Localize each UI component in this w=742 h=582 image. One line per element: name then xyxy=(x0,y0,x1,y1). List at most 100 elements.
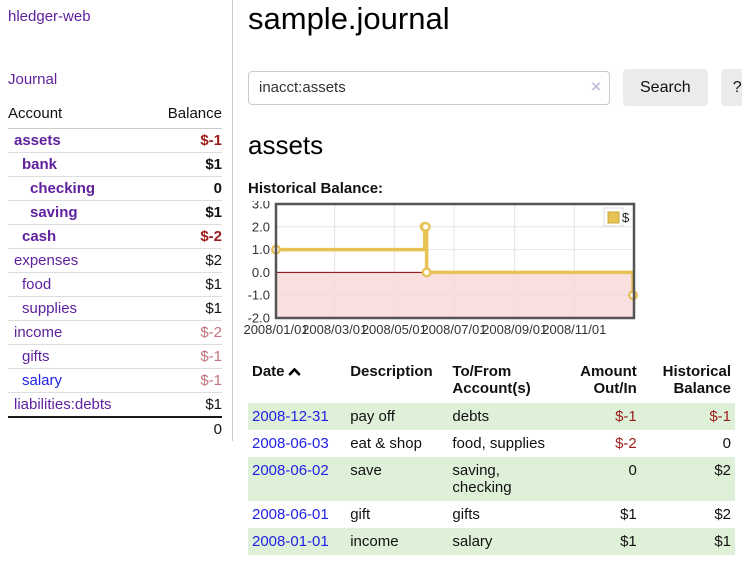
account-row: checking 0 xyxy=(8,176,222,201)
account-link[interactable]: assets xyxy=(14,132,61,149)
account-row: gifts $-1 xyxy=(8,344,222,369)
sort-ascending-icon xyxy=(288,368,300,376)
account-link[interactable]: liabilities:debts xyxy=(14,396,112,413)
account-balance: $1 xyxy=(148,392,222,417)
svg-text:-2.0: -2.0 xyxy=(248,311,270,326)
account-row: cash $-2 xyxy=(8,224,222,249)
account-link[interactable]: checking xyxy=(30,180,96,197)
transaction-accounts: food, supplies xyxy=(452,435,545,452)
account-balance: 0 xyxy=(148,176,222,201)
col-accounts[interactable]: To/From Account(s) xyxy=(452,363,531,397)
svg-text:2008/01/01: 2008/01/01 xyxy=(244,322,309,337)
transaction-description: income xyxy=(350,533,399,550)
transaction-description: save xyxy=(350,462,382,479)
account-balance: $2 xyxy=(148,248,222,273)
svg-text:2008/07/01: 2008/07/01 xyxy=(421,322,486,337)
col-amount[interactable]: Amount Out/In xyxy=(580,363,637,397)
svg-text:$: $ xyxy=(622,210,630,225)
accounts-header-account: Account xyxy=(8,102,149,129)
account-row: income $-2 xyxy=(8,320,222,345)
transaction-date-link[interactable]: 2008-06-03 xyxy=(252,435,329,452)
svg-text:2008/09/01: 2008/09/01 xyxy=(482,322,547,337)
transaction-balance: $-1 xyxy=(709,408,731,425)
accounts-header-balance: Balance xyxy=(148,102,222,129)
account-balance: $1 xyxy=(148,152,222,177)
col-description[interactable]: Description xyxy=(350,363,433,380)
accounts-total-row: 0 xyxy=(8,416,222,441)
col-date[interactable]: Date xyxy=(248,361,346,403)
svg-text:1.0: 1.0 xyxy=(252,242,270,257)
account-balance: $1 xyxy=(148,296,222,321)
svg-text:0.0: 0.0 xyxy=(252,265,270,280)
transaction-amount: 0 xyxy=(628,462,637,479)
account-heading: assets xyxy=(248,130,324,160)
account-link[interactable]: cash xyxy=(22,228,57,245)
account-balance: $-1 xyxy=(200,132,222,149)
col-balance[interactable]: Historical Balance xyxy=(662,363,731,397)
account-balance: $-1 xyxy=(148,368,222,393)
register-header-row: Date Description To/From Account(s) Amou… xyxy=(248,361,735,403)
transaction-accounts: saving, checking xyxy=(452,462,512,496)
account-row: bank $1 xyxy=(8,152,222,177)
transaction-balance: $2 xyxy=(714,462,731,479)
help-button[interactable]: ? xyxy=(720,69,742,106)
account-link[interactable]: gifts xyxy=(22,348,50,365)
svg-text:2008/03/01: 2008/03/01 xyxy=(302,322,367,337)
register-row: 2008-06-02 save saving, checking 0 $2 xyxy=(248,457,735,501)
register-row: 2008-06-03 eat & shop food, supplies $-2… xyxy=(248,430,735,457)
main-content: sample.journal × Search ? assets Histori… xyxy=(243,0,742,555)
account-row: liabilities:debts $1 xyxy=(8,392,222,417)
search-bar: × Search ? xyxy=(248,69,742,106)
sidebar-item-journal[interactable]: Journal xyxy=(8,71,58,88)
sidebar: hledger-web Journal Account Balance asse… xyxy=(0,0,233,441)
account-balance: $1 xyxy=(148,272,222,297)
transaction-amount: $1 xyxy=(620,533,637,550)
search-input[interactable] xyxy=(248,70,610,105)
transaction-accounts: debts xyxy=(452,408,490,425)
brand-link[interactable]: hledger-web xyxy=(8,8,91,25)
svg-text:2008/05/01: 2008/05/01 xyxy=(362,322,427,337)
transaction-amount: $-2 xyxy=(615,435,637,452)
register-row: 2008-06-01 gift gifts $1 $2 xyxy=(248,501,735,528)
transaction-amount: $-1 xyxy=(615,408,637,425)
transaction-date-link[interactable]: 2008-12-31 xyxy=(252,408,329,425)
account-row: expenses $2 xyxy=(8,248,222,273)
account-link[interactable]: income xyxy=(14,324,63,341)
historical-balance-chart: 3.0 2.0 1.0 0.0 -1.0 -2.0 2008/01/01 2008/03/01… xyxy=(243,197,735,345)
account-link[interactable]: bank xyxy=(22,156,58,173)
transaction-balance: 0 xyxy=(722,435,731,452)
svg-text:2.0: 2.0 xyxy=(252,219,270,234)
account-balance: $-1 xyxy=(148,344,222,369)
transaction-description: eat & shop xyxy=(350,435,422,452)
account-row: assets $-1 xyxy=(8,129,222,153)
account-link[interactable]: supplies xyxy=(22,300,78,317)
accounts-total-spacer xyxy=(8,416,149,441)
account-link[interactable]: salary xyxy=(22,372,63,389)
transaction-date-link[interactable]: 2008-01-01 xyxy=(252,533,329,550)
transaction-date-link[interactable]: 2008-06-02 xyxy=(252,462,329,479)
account-link[interactable]: food xyxy=(22,276,52,293)
transaction-amount: $1 xyxy=(620,506,637,523)
account-row: salary $-1 xyxy=(8,368,222,393)
search-button[interactable]: Search xyxy=(623,69,708,106)
page-title: sample.journal xyxy=(248,1,450,36)
transaction-description: pay off xyxy=(350,408,395,425)
transaction-accounts: gifts xyxy=(452,506,480,523)
search-field-wrap: × xyxy=(248,70,610,105)
clear-search-icon[interactable]: × xyxy=(591,76,601,96)
transaction-balance: $1 xyxy=(714,533,731,550)
account-balance: $1 xyxy=(148,200,222,225)
account-row: supplies $1 xyxy=(8,296,222,321)
transaction-accounts: salary xyxy=(452,533,493,550)
register-row: 2008-01-01 income salary $1 $1 xyxy=(248,528,735,555)
account-link[interactable]: expenses xyxy=(14,252,79,269)
register-row: 2008-12-31 pay off debts $-1 $-1 xyxy=(248,403,735,430)
account-balance: $-2 xyxy=(148,320,222,345)
account-row: saving $1 xyxy=(8,200,222,225)
accounts-header-row: Account Balance xyxy=(8,102,222,129)
account-row: food $1 xyxy=(8,272,222,297)
account-link[interactable]: saving xyxy=(30,204,78,221)
transaction-date-link[interactable]: 2008-06-01 xyxy=(252,506,329,523)
transaction-balance: $2 xyxy=(714,506,731,523)
